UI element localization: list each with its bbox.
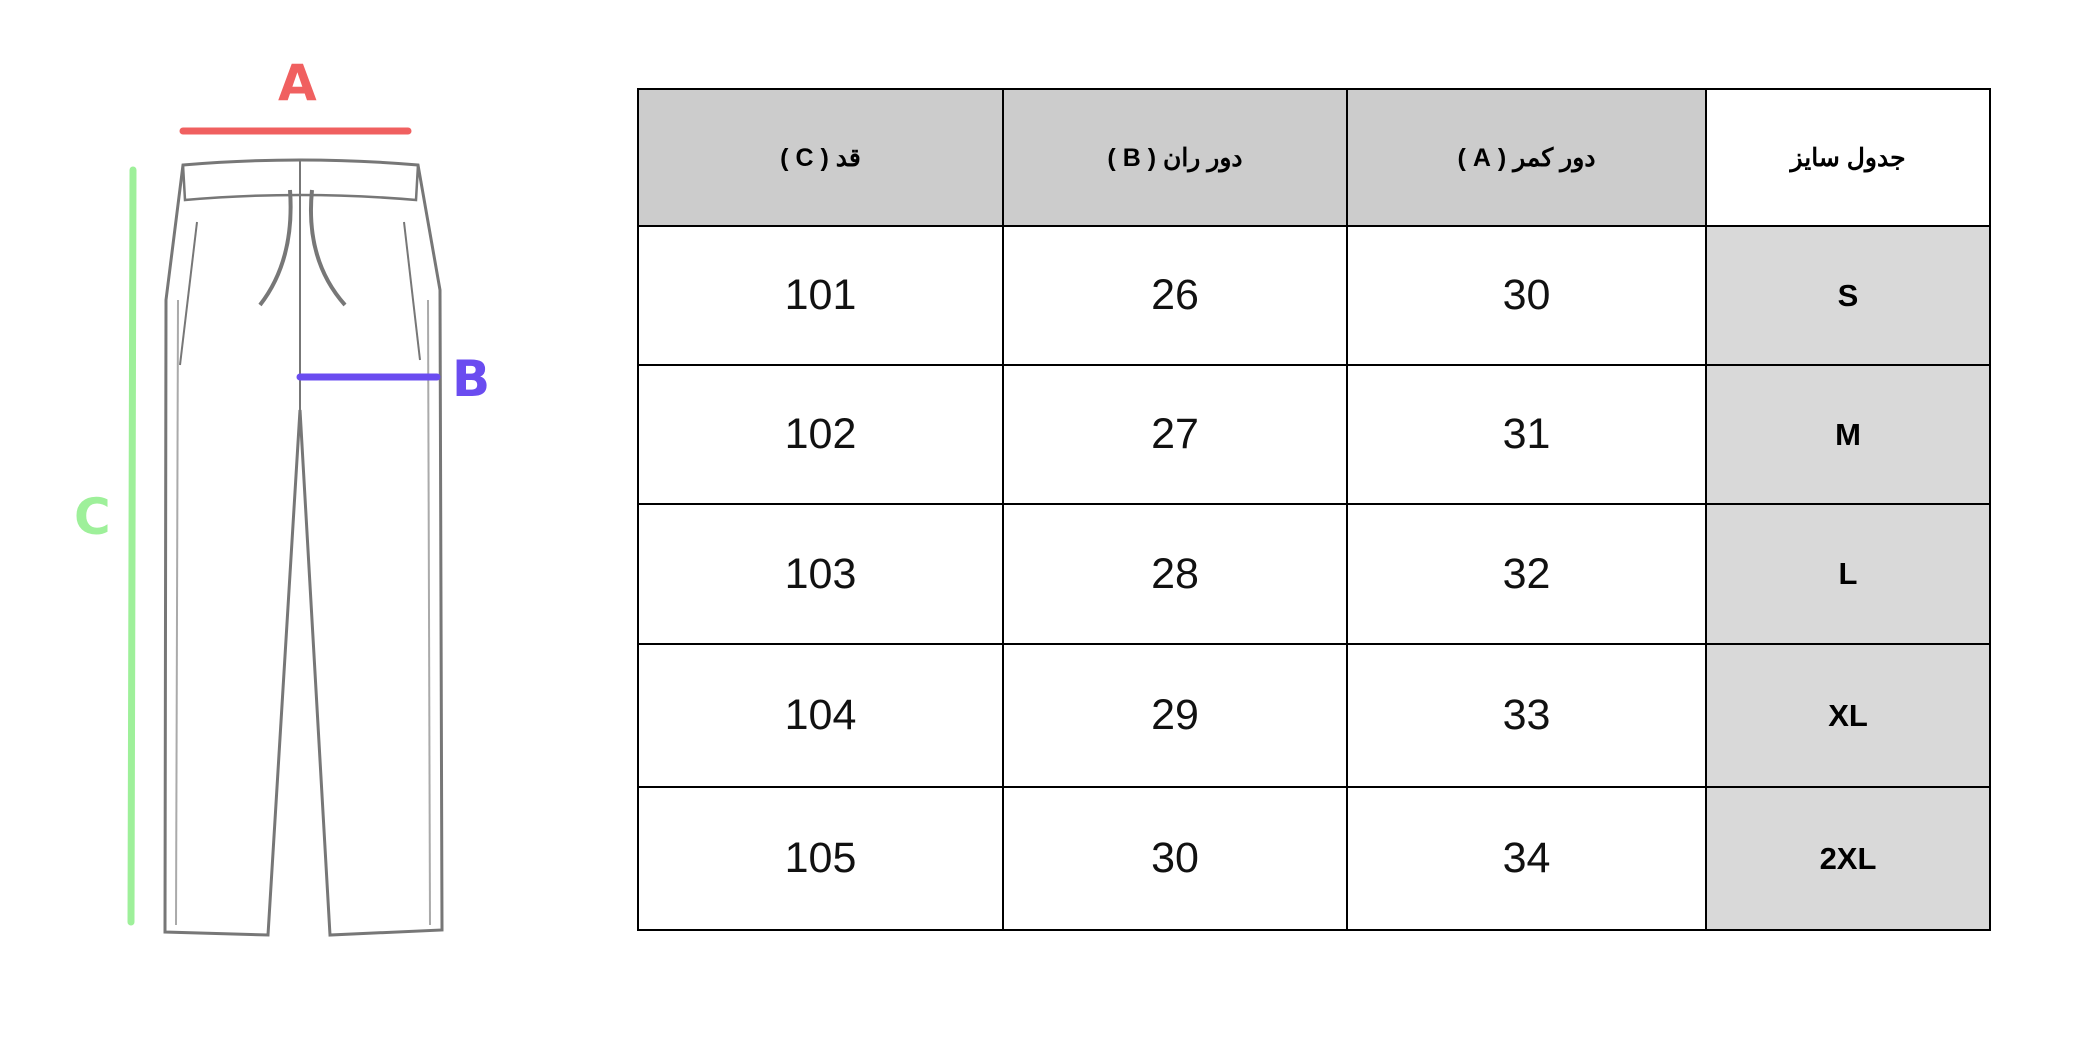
label-b: B [452, 350, 491, 408]
cell-b: 30 [1002, 786, 1348, 931]
table-row: 104 29 33 XL [637, 643, 1991, 788]
pants-outline [163, 158, 444, 937]
table-row: 102 27 31 M [637, 364, 1991, 505]
measure-line-c [127, 166, 137, 926]
cell-b: 28 [1002, 503, 1348, 645]
cell-a: 34 [1346, 786, 1707, 931]
table-row: 103 28 32 L [637, 503, 1991, 645]
cell-c: 102 [637, 364, 1004, 505]
header-row: قد ( C ) دور ران ( B ) دور کمر ( A ) جدو… [637, 88, 1991, 227]
label-c: C [74, 488, 111, 546]
cell-a: 33 [1346, 643, 1707, 788]
pants-size-diagram: A B C [0, 0, 600, 1044]
cell-c: 103 [637, 503, 1004, 645]
pants-illustration [127, 127, 444, 937]
table-row: 101 26 30 S [637, 225, 1991, 366]
cell-c: 101 [637, 225, 1004, 366]
cell-b: 26 [1002, 225, 1348, 366]
cell-a: 32 [1346, 503, 1707, 645]
cell-size: L [1705, 503, 1991, 645]
header-size-chart: جدول سایز [1705, 88, 1991, 227]
cell-size: S [1705, 225, 1991, 366]
cell-b: 29 [1002, 643, 1348, 788]
cell-c: 105 [637, 786, 1004, 931]
label-a: A [278, 54, 317, 112]
header-waist-a: دور کمر ( A ) [1346, 88, 1707, 227]
header-thigh-b: دور ران ( B ) [1002, 88, 1348, 227]
cell-b: 27 [1002, 364, 1348, 505]
header-length-c: قد ( C ) [637, 88, 1004, 227]
cell-a: 31 [1346, 364, 1707, 505]
cell-c: 104 [637, 643, 1004, 788]
table-row: 105 30 34 2XL [637, 786, 1991, 931]
cell-a: 30 [1346, 225, 1707, 366]
size-table: قد ( C ) دور ران ( B ) دور کمر ( A ) جدو… [637, 88, 1991, 931]
cell-size: 2XL [1705, 786, 1991, 931]
cell-size: M [1705, 364, 1991, 505]
cell-size: XL [1705, 643, 1991, 788]
